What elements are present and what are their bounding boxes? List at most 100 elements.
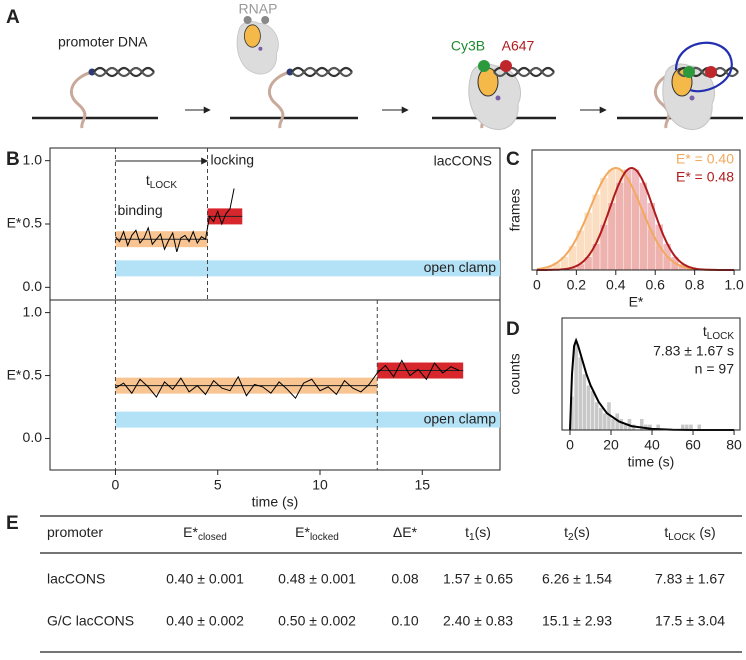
table-cell: 0.10 [391, 613, 418, 629]
acceptor-dye [705, 66, 717, 78]
hist-bar [573, 340, 579, 431]
table-header-part: t [664, 524, 668, 540]
table-header-part: closed [198, 532, 227, 543]
donor-dye [478, 60, 490, 72]
hist-bar [602, 412, 608, 431]
rnap-label: RNAP [239, 1, 278, 17]
free-rnap [236, 16, 279, 75]
table-cell: 0.48 ± 0.001 [278, 571, 356, 587]
table-header-part: (s) [695, 524, 715, 540]
table-header-part: LOCK [668, 532, 696, 543]
panel-letter: D [506, 319, 520, 340]
hist-bar [610, 418, 616, 431]
table-cell: 0.40 ± 0.002 [166, 613, 244, 629]
x-axis-label: time (s) [628, 454, 675, 470]
x-tick-label: 0.4 [606, 277, 626, 293]
table-header-part: (s) [475, 524, 491, 540]
table-header-part: ΔE* [393, 524, 418, 540]
y-tick-label: 0.0 [23, 429, 43, 445]
acceptor-dye [500, 60, 512, 72]
x-tick-label: 40 [644, 437, 660, 453]
y-tick-label: 0.5 [23, 215, 43, 231]
state-band [115, 411, 501, 428]
x-tick-label: 0.8 [685, 277, 705, 293]
table-header-part: locked [310, 532, 339, 543]
y-tick-label: 0.5 [23, 366, 43, 382]
x-tick-label: 0 [566, 437, 574, 453]
band-label: open clamp [424, 410, 497, 426]
panel-letter: C [506, 149, 520, 170]
x-tick-label: 1.0 [724, 277, 744, 293]
y-tick-label: 1.0 [23, 151, 43, 167]
table-cell: lacCONS [47, 571, 105, 587]
plot-frame [49, 299, 501, 471]
table-header-part: t [564, 524, 568, 540]
table-cell: G/C lacCONS [47, 613, 134, 629]
table-cell: 1.57 ± 0.65 [443, 571, 513, 587]
donor-dye [683, 66, 695, 78]
table-header-part: 1 [469, 532, 475, 543]
table-header: E*locked [295, 524, 339, 543]
hist-bar [577, 356, 583, 431]
table-header: ΔE* [393, 524, 418, 540]
hist-bar [598, 407, 604, 431]
table-cell: 0.50 ± 0.002 [278, 613, 356, 629]
interval-end-label: locking [211, 152, 255, 168]
x-tick-label: 0.6 [645, 277, 665, 293]
table-header-part: (s) [574, 524, 590, 540]
clamp [674, 41, 733, 93]
legend-entry: E* = 0.40 [676, 151, 734, 167]
stat-label-part: t [703, 323, 707, 339]
panel-letter: B [6, 149, 20, 170]
x-tick-label: 0.2 [567, 277, 587, 293]
x-tick-label: 10 [312, 477, 328, 493]
dna [290, 66, 354, 78]
table-header: E*closed [183, 524, 227, 543]
x-axis-label: E* [629, 294, 644, 310]
hist-bar [618, 418, 624, 431]
fit-curve [536, 166, 735, 271]
plot-frame [49, 147, 501, 301]
table-header: promoter [47, 524, 103, 540]
plot-frame [531, 149, 741, 271]
legend-entry: E* = 0.48 [676, 169, 734, 185]
state-band [115, 260, 501, 277]
hist-bar [631, 168, 640, 271]
hist-bar [590, 390, 595, 431]
y-axis-label: counts [507, 353, 523, 394]
hist-bar [582, 373, 587, 431]
band-label: binding [117, 202, 162, 218]
panel-letter: A [6, 7, 20, 28]
x-axis-label: time (s) [252, 494, 299, 510]
plot-frame [561, 317, 741, 431]
hist-bar [594, 401, 599, 431]
stat-label: tLOCK [703, 323, 734, 342]
table-cell: 6.26 ± 1.54 [542, 571, 612, 587]
trace-line [115, 359, 460, 400]
table-header-part: promoter [47, 524, 103, 540]
table-header-part: E* [183, 524, 198, 540]
x-tick-label: 15 [414, 477, 430, 493]
dna [92, 66, 156, 78]
x-tick-label: 20 [603, 437, 619, 453]
y-axis-label: frames [507, 189, 523, 232]
x-tick-label: 5 [214, 477, 222, 493]
promoter-label: promoter DNA [58, 34, 148, 50]
stat-value: 7.83 ± 1.67 s [653, 343, 734, 359]
table-cell: 0.08 [391, 571, 418, 587]
acceptor-label: A647 [502, 38, 535, 54]
schematic: promoter DNA RNAP Cy3B A647 [32, 1, 743, 131]
y-tick-label: 1.0 [23, 303, 43, 319]
donor-label: Cy3B [451, 38, 485, 54]
hist-bar [639, 182, 648, 271]
interval-label-part: t [146, 172, 150, 188]
table-header: t1(s) [465, 524, 491, 543]
y-tick-label: 0.0 [23, 278, 43, 294]
table-cell: 7.83 ± 1.67 [655, 571, 725, 587]
panel-letter: E [6, 513, 19, 534]
table-cell: 0.40 ± 0.001 [166, 571, 244, 587]
table-header: t2(s) [564, 524, 590, 543]
table-cell: 15.1 ± 2.93 [542, 613, 612, 629]
interval-label: tLOCK [146, 172, 177, 191]
